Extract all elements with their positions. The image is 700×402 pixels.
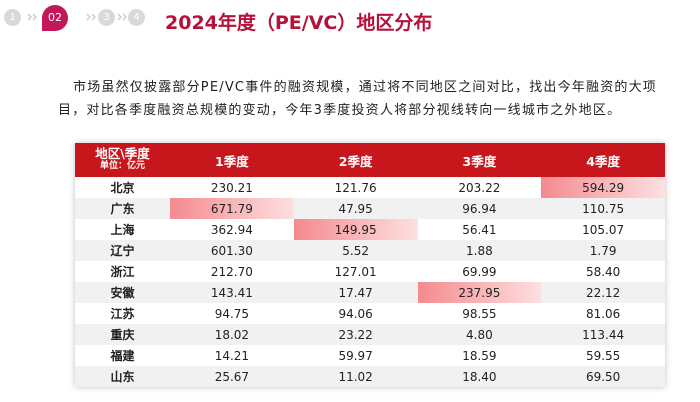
value-cell: 69.99: [462, 264, 497, 279]
value-cell: 25.67: [214, 369, 250, 384]
corner-title: 地区\季度: [95, 146, 150, 161]
region-cell: 浙江: [110, 265, 135, 279]
value-cell: 22.12: [585, 285, 621, 300]
value-cell: 59.55: [585, 348, 621, 363]
region-cell: 重庆: [110, 328, 135, 342]
region-cell: 北京: [110, 181, 135, 195]
region-cell: 广东: [110, 202, 135, 216]
value-cell: 23.22: [338, 327, 373, 342]
nav-step: 02: [42, 5, 68, 31]
value-cell: 601.30: [210, 243, 253, 258]
region-cell: 辽宁: [110, 244, 135, 258]
table-row: 安徽 143.41 17.47 237.95 22.12: [75, 282, 665, 303]
value-cell: 81.06: [585, 306, 621, 321]
value-cell: 18.59: [462, 348, 497, 363]
corner-unit: 单位：亿元: [99, 161, 145, 171]
region-cell: 福建: [110, 349, 135, 363]
nav-arrows: [27, 13, 128, 21]
value-cell: 5.52: [342, 243, 369, 258]
paragraph-line: 市场虽然仅披露部分PE/VC事件的融资规模，通过将不同地区之间对比，找出今年融资…: [73, 80, 658, 95]
value-cell: 212.70: [210, 264, 253, 279]
value-cell: 105.07: [582, 222, 625, 237]
value-cell: 18.40: [462, 369, 497, 384]
header-row: 地区\季度 单位：亿元 1季度 2季度 3季度 4季度: [75, 143, 665, 177]
region-cell: 山东: [110, 370, 135, 384]
header-cell: 1季度: [215, 153, 249, 169]
value-cell: 4.80: [466, 327, 493, 342]
value-cell: 59.97: [338, 348, 373, 363]
table-row: 广东 671.79 47.95 96.94 110.75: [75, 198, 665, 219]
value-cell: 98.55: [462, 306, 497, 321]
table-row: 山东 25.67 11.02 18.40 69.50: [75, 366, 665, 387]
region-cell: 安徽: [110, 286, 135, 300]
table-row: 福建 14.21 59.97 18.59 59.55: [75, 345, 665, 366]
value-cell: 1.79: [589, 243, 617, 258]
table-row: 北京 230.21 121.76 203.22 594.29: [75, 177, 665, 198]
nav-step: 3: [98, 9, 115, 26]
value-cell: 110.75: [582, 201, 625, 216]
nav-step: 4: [128, 9, 145, 26]
table-row: 江苏 94.75 94.06 98.55 81.06: [75, 303, 665, 324]
value-cell: 69.50: [585, 369, 621, 384]
value-cell: 94.75: [214, 306, 250, 321]
paragraph-line: 目，对比各季度融资总规模的变动，今年3季度投资人将部分视线转向一线城市之外地区。: [58, 103, 622, 118]
value-cell: 362.94: [210, 222, 253, 237]
table-row: 辽宁 601.30 5.52 1.88 1.79: [75, 240, 665, 261]
table-row: 重庆 18.02 23.22 4.80 113.44: [75, 324, 665, 345]
table: 地区\季度 单位：亿元 1季度 2季度 3季度 4季度北京 230.21 121.76 203.…: [75, 143, 665, 387]
value-cell: 17.47: [338, 285, 373, 300]
header-cell: 地区\季度 单位：亿元: [75, 143, 170, 177]
value-cell: 113.44: [582, 327, 625, 342]
header-cell: 2季度: [338, 153, 373, 169]
value-cell: 96.94: [462, 201, 497, 216]
value-cell: 11.02: [338, 369, 373, 384]
value-cell: 237.95: [417, 282, 542, 303]
value-cell: 594.29: [541, 177, 665, 198]
value-cell: 14.21: [214, 348, 250, 363]
header-cell: 3季度: [462, 153, 497, 169]
value-cell: 127.01: [334, 264, 377, 279]
region-cell: 江苏: [110, 307, 135, 321]
value-cell: 47.95: [338, 201, 373, 216]
table-row: 浙江 212.70 127.01 69.99 58.40: [75, 261, 665, 282]
value-cell: 121.76: [334, 180, 377, 195]
value-cell: 1.88: [466, 243, 493, 258]
table-row: 上海 362.94 149.95 56.41 105.07: [75, 219, 665, 240]
value-cell: 203.22: [458, 180, 501, 195]
value-cell: 149.95: [293, 219, 418, 240]
page-title: 2024年度（PE/VC）地区分布: [165, 12, 433, 34]
value-cell: 143.41: [210, 285, 253, 300]
value-cell: 56.41: [462, 222, 497, 237]
nav-step: 1: [4, 9, 21, 26]
value-cell: 671.79: [170, 198, 294, 219]
value-cell: 58.40: [585, 264, 621, 279]
header-cell: 4季度: [586, 153, 620, 169]
value-cell: 230.21: [210, 180, 253, 195]
value-cell: 18.02: [214, 327, 250, 342]
value-cell: 94.06: [338, 306, 373, 321]
region-cell: 上海: [110, 223, 135, 237]
